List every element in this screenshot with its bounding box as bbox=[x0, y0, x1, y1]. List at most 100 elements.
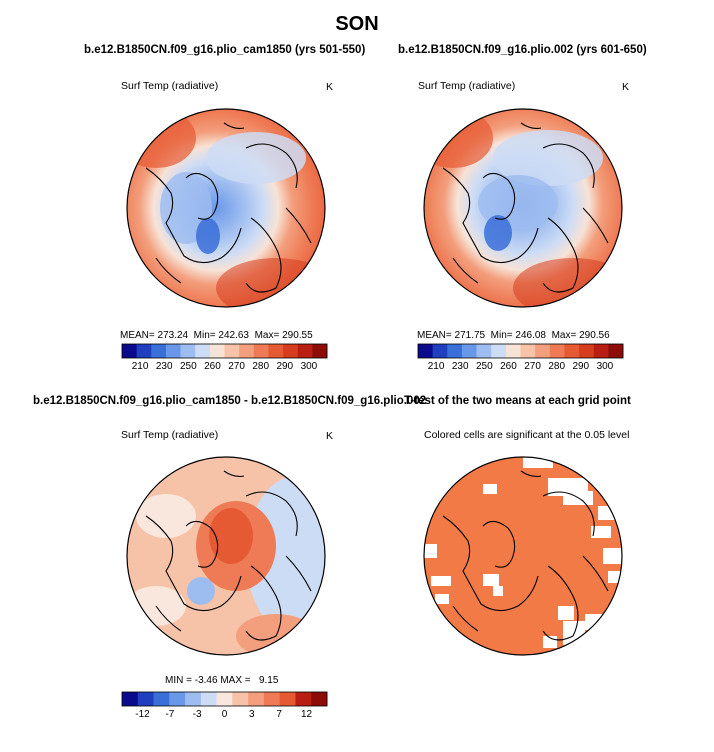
panel1-max-label: Max= bbox=[254, 330, 280, 341]
panel1-colorbar-swatch bbox=[136, 344, 152, 358]
panel3-colorbar-tick-label: -7 bbox=[165, 709, 174, 720]
panel3-colorbar-swatch bbox=[295, 692, 312, 706]
panel2-colorbar-tick-label: 260 bbox=[500, 361, 517, 372]
panel3-colorbar-tick-label: 12 bbox=[301, 709, 313, 720]
panel1-colorbar-swatch bbox=[209, 344, 225, 358]
panel3-colorbar-swatch bbox=[200, 692, 217, 706]
panel3-colorbar-swatch bbox=[137, 692, 154, 706]
panel1-colorbar-tick-label: 300 bbox=[301, 361, 318, 372]
panel1-min-label: Min= bbox=[193, 330, 216, 341]
panel2-colorbar-tick-label: 300 bbox=[597, 361, 614, 372]
panel2-colorbar-swatch bbox=[418, 344, 433, 358]
panel3-units: K bbox=[326, 430, 334, 442]
panel2-max-label: Max= bbox=[551, 330, 577, 341]
panel2-colorbar-swatch bbox=[505, 344, 521, 358]
panel1-min-value: 242.63 bbox=[218, 330, 249, 341]
panel3-colorbar-tick-label: 3 bbox=[249, 709, 255, 720]
panel2-colorbar-swatch bbox=[535, 344, 551, 358]
figure-title: SON bbox=[335, 13, 379, 35]
panel3-colorbar-swatch bbox=[216, 692, 233, 706]
panel3-stats: MIN = -3.46 MAX = 9.15 bbox=[165, 675, 278, 686]
panel2-colorbar-tick-label: 250 bbox=[476, 361, 493, 372]
panel3-colorbar-swatch bbox=[311, 692, 328, 706]
panel2-colorbar-border bbox=[417, 343, 624, 359]
panel2-colorbar-swatch bbox=[549, 344, 565, 358]
panel2-colorbar-swatch bbox=[461, 344, 477, 358]
panel3-colorbar-swatch bbox=[185, 692, 202, 706]
panel3-colorbar-tick-label: -3 bbox=[193, 709, 202, 720]
panel1-colorbar-tick-label: 280 bbox=[252, 361, 269, 372]
panel3-variable-label: Surf Temp (radiative) bbox=[121, 429, 219, 441]
panel4-significance-map bbox=[423, 456, 623, 656]
panel4-subtitle: Colored cells are significant at the 0.0… bbox=[424, 429, 630, 441]
panel1-units: K bbox=[326, 81, 334, 93]
panel3-colorbar-swatch bbox=[153, 692, 170, 706]
panel1-colorbar-swatch bbox=[180, 344, 196, 358]
panel2-mean-label: MEAN= bbox=[417, 330, 452, 341]
panel2-colorbar-swatch bbox=[447, 344, 463, 358]
panel2-title: b.e12.B1850CN.f09_g16.plio.002 (yrs 601-… bbox=[398, 44, 647, 56]
panel3-colorbar-swatch bbox=[279, 692, 296, 706]
panel1-colorbar-swatch bbox=[195, 344, 211, 358]
panel1-colorbar-tick-label: 250 bbox=[180, 361, 197, 372]
panel4-title: T-test of the two means at each grid poi… bbox=[404, 395, 631, 407]
panel1-colorbar-tick-label: 210 bbox=[132, 361, 149, 372]
panel1-colorbar-border bbox=[121, 343, 328, 359]
panel1-colorbar-tick-label: 260 bbox=[204, 361, 221, 372]
panel3-title: b.e12.B1850CN.f09_g16.plio_cam1850 - b.e… bbox=[33, 395, 427, 407]
panel1-colorbar-tick-label: 270 bbox=[228, 361, 245, 372]
panel3-max-label: MAX = bbox=[220, 675, 251, 686]
panel2-colorbar-tick-label: 230 bbox=[452, 361, 469, 372]
panel2-colorbar-swatch bbox=[564, 344, 580, 358]
panel1-colorbar-swatch bbox=[165, 344, 181, 358]
panel3-min-value: -3.46 bbox=[194, 675, 218, 686]
panel1-colorbar-tick-label: 230 bbox=[156, 361, 173, 372]
panel2-colorbar-swatch bbox=[520, 344, 536, 358]
panel2-colorbar-swatch bbox=[491, 344, 507, 358]
panel2-variable-label: Surf Temp (radiative) bbox=[418, 80, 516, 92]
panel1-colorbar-swatch bbox=[297, 344, 313, 358]
panel2-units: K bbox=[622, 81, 630, 93]
panel2-max-value: 290.56 bbox=[579, 330, 610, 341]
panel1-colorbar-swatch bbox=[224, 344, 240, 358]
panel1-variable-label: Surf Temp (radiative) bbox=[121, 80, 219, 92]
panel1-stats: MEAN= 273.24 Min= 242.63 Max= 290.55 bbox=[120, 330, 313, 341]
panel1-colorbar: 210 230 250 260 270 280 290 300 bbox=[121, 343, 328, 372]
panel2-min-value: 246.08 bbox=[515, 330, 546, 341]
panel1-title: b.e12.B1850CN.f09_g16.plio_cam1850 (yrs … bbox=[84, 44, 366, 56]
panel1-colorbar-swatch bbox=[239, 344, 255, 358]
panel3-max-value: 9.15 bbox=[258, 675, 279, 686]
panel3-colorbar-swatch bbox=[232, 692, 249, 706]
panel3-colorbar-swatch bbox=[169, 692, 186, 706]
panel2-polar-map bbox=[423, 108, 623, 308]
panel2-stats: MEAN= 271.75 Min= 246.08 Max= 290.56 bbox=[417, 330, 610, 341]
panel2-colorbar-swatch bbox=[476, 344, 492, 358]
panel3-colorbar-tick-label: 7 bbox=[276, 709, 282, 720]
panel2-colorbar: 210 230 250 260 270 280 290 300 bbox=[417, 343, 624, 372]
panel3-colorbar-swatch bbox=[248, 692, 265, 706]
panel3-polar-map bbox=[126, 456, 326, 656]
panel2-colorbar-tick-label: 280 bbox=[548, 361, 565, 372]
panel3-colorbar-tick-label: 0 bbox=[222, 709, 228, 720]
panel1-colorbar-swatch bbox=[312, 344, 328, 358]
panel2-colorbar-tick-label: 290 bbox=[572, 361, 589, 372]
panel1-colorbar-swatch bbox=[253, 344, 269, 358]
panel1-mean-label: MEAN= bbox=[120, 330, 155, 341]
panel2-colorbar-tick-label: 270 bbox=[524, 361, 541, 372]
panel3-colorbar: -12 -7 -3 0 3 7 12 bbox=[121, 691, 328, 720]
panel2-colorbar-swatch bbox=[608, 344, 624, 358]
panel2-colorbar-swatch bbox=[432, 344, 448, 358]
panel3-colorbar-tick-label: -12 bbox=[135, 709, 150, 720]
panel1-max-value: 290.55 bbox=[282, 330, 313, 341]
panel3-colorbar-swatch bbox=[263, 692, 280, 706]
panel2-min-label: Min= bbox=[490, 330, 513, 341]
panel1-mean-value: 273.24 bbox=[157, 330, 189, 341]
panel3-colorbar-swatch bbox=[122, 692, 139, 706]
panel3-colorbar-border bbox=[121, 691, 328, 707]
panel1-colorbar-swatch bbox=[268, 344, 284, 358]
panel2-mean-value: 271.75 bbox=[454, 330, 486, 341]
panel1-polar-map bbox=[126, 108, 326, 308]
panel2-colorbar-swatch bbox=[579, 344, 595, 358]
panel2-colorbar-swatch bbox=[593, 344, 609, 358]
panel2-colorbar-tick-label: 210 bbox=[428, 361, 445, 372]
